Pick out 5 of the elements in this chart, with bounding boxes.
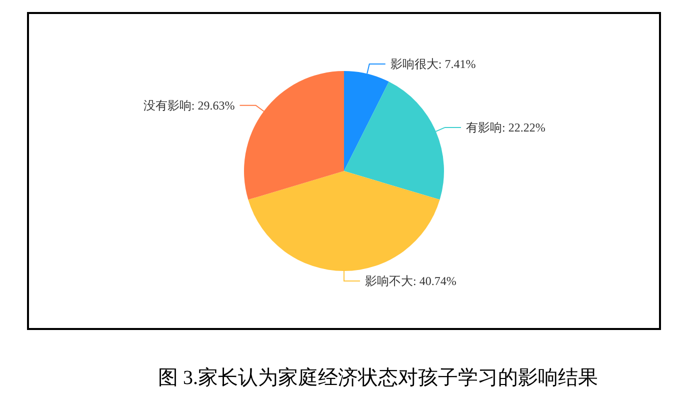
slice-label: 影响不大: 40.74%: [365, 274, 456, 288]
slice-label: 没有影响: 29.63%: [143, 98, 235, 112]
text: 图 3.家长认为家庭经济状态对孩子学习的影响结果: [157, 366, 599, 391]
slice-label: 有影响: 22.22%: [466, 120, 546, 134]
slice-label: 影响很大: 7.41%: [390, 56, 476, 71]
